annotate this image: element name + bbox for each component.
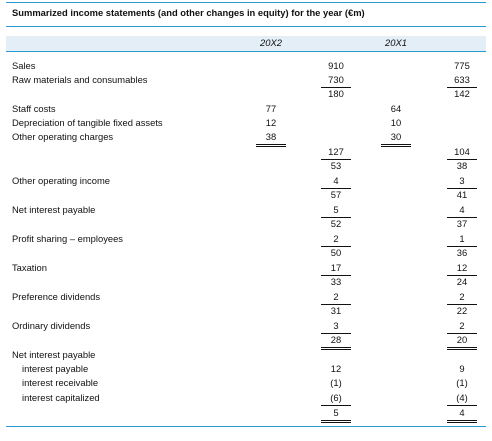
- row-label: Other operating income: [12, 175, 110, 186]
- value-cell-c4: 38: [456, 160, 468, 171]
- row-label: Net interest payable: [12, 204, 96, 215]
- row-label: Preference dividends: [12, 291, 101, 302]
- value-cell-c4: (1): [456, 377, 468, 388]
- value-cell-c2: 3: [321, 319, 351, 334]
- value-cell-c3: 10: [390, 117, 402, 128]
- value-cell-c2: 910: [328, 60, 344, 71]
- value-cell-c4: 142: [454, 88, 470, 99]
- table-row: Other operating charges 38 30: [6, 130, 486, 147]
- income-statement-table: Summarized income statements (and other …: [6, 2, 486, 437]
- table-row: Ordinary dividends 3 2: [6, 319, 486, 334]
- table-row: 180 142: [6, 87, 486, 101]
- table-row: 127 104: [6, 145, 486, 160]
- value-cell-c4: 633: [447, 73, 477, 88]
- value-cell-c4: (4): [447, 391, 477, 406]
- row-label: interest receivable: [22, 377, 99, 388]
- value-cell-c4: 775: [454, 60, 470, 71]
- row-label: Sales: [12, 60, 36, 71]
- value-cell-c4: 36: [456, 247, 468, 258]
- value-cell-c2: 5: [321, 406, 351, 423]
- table-row: 28 20: [6, 333, 486, 350]
- value-cell-c2: 180: [328, 88, 344, 99]
- table-row: 50 36: [6, 246, 486, 260]
- value-cell-c2: (1): [330, 377, 342, 388]
- value-cell-c4: 4: [447, 406, 477, 423]
- value-cell-c4: 2: [447, 319, 477, 334]
- table-row: Sales 910 775: [6, 59, 486, 73]
- table-row: Staff costs 77 64: [6, 102, 486, 116]
- title-rule: [6, 26, 486, 27]
- value-cell-c4: 1: [447, 232, 477, 247]
- value-cell-c2: 2: [321, 290, 351, 305]
- value-cell-c2: 2: [321, 232, 351, 247]
- value-cell-c1: 12: [265, 117, 277, 128]
- year-header-20x2: 20X2: [260, 37, 282, 48]
- table-row: Preference dividends 2 2: [6, 290, 486, 305]
- row-label: Net interest payable: [12, 349, 96, 360]
- table-row: Depreciation of tangible fixed assets 12 1…: [6, 116, 486, 130]
- value-cell-c4: 104: [447, 145, 477, 160]
- header-rule: [6, 51, 486, 52]
- table-row: 53 38: [6, 159, 486, 173]
- table-row: Net interest payable: [6, 348, 486, 362]
- value-cell-c2: (6): [321, 391, 351, 406]
- table-row: Raw materials and consumables 730 633: [6, 73, 486, 88]
- table-row: 57 41: [6, 188, 486, 202]
- row-label: interest payable: [22, 363, 89, 374]
- row-label: Other operating charges: [12, 131, 114, 142]
- table-title: Summarized income statements (and other …: [12, 7, 365, 18]
- row-label: Depreciation of tangible fixed assets: [12, 117, 163, 128]
- value-cell-c4: 4: [447, 203, 477, 218]
- value-cell-c4: 37: [456, 218, 468, 229]
- value-cell-c2: 127: [321, 145, 351, 160]
- value-cell-c2: 12: [330, 363, 342, 374]
- table-row: interest capitalized (6) (4): [6, 391, 486, 406]
- value-cell-c4: 9: [459, 363, 465, 374]
- table-row: interest receivable (1) (1): [6, 376, 486, 390]
- value-cell-c4: 41: [456, 189, 468, 200]
- value-cell-c3: 64: [390, 103, 402, 114]
- value-cell-c2: 57: [330, 189, 342, 200]
- value-cell-c4: 22: [456, 305, 468, 316]
- value-cell-c2: 53: [330, 160, 342, 171]
- table-row: 33 24: [6, 275, 486, 289]
- row-label: Staff costs: [12, 103, 56, 114]
- row-label: Raw materials and consumables: [12, 74, 148, 85]
- value-cell-c2: 4: [321, 174, 351, 189]
- value-cell-c1: 38: [256, 130, 286, 147]
- header-band: [6, 36, 486, 51]
- bottom-rule: [6, 426, 486, 427]
- value-cell-c2: 50: [330, 247, 342, 258]
- table-row: 31 22: [6, 304, 486, 318]
- year-header-20x1: 20X1: [385, 37, 407, 48]
- value-cell-c4: 12: [447, 261, 477, 276]
- value-cell-c4: 24: [456, 276, 468, 287]
- value-cell-c2: 5: [321, 203, 351, 218]
- row-label: Taxation: [12, 262, 47, 273]
- row-label: Ordinary dividends: [12, 320, 91, 331]
- table-row: 52 37: [6, 217, 486, 231]
- table-row: Other operating income 4 3: [6, 174, 486, 189]
- table-row: Profit sharing – employees 2 1: [6, 232, 486, 247]
- value-cell-c2: 17: [321, 261, 351, 276]
- table-row: Net interest payable 5 4: [6, 203, 486, 218]
- row-label: Profit sharing – employees: [12, 233, 123, 244]
- row-label: interest capitalized: [22, 392, 100, 403]
- value-cell-c4: 2: [447, 290, 477, 305]
- value-cell-c2: 730: [321, 73, 351, 88]
- value-cell-c4: 3: [447, 174, 477, 189]
- value-cell-c2: 33: [330, 276, 342, 287]
- value-cell-c2: 52: [330, 218, 342, 229]
- top-rule: [6, 2, 486, 3]
- table-row: interest payable 12 9: [6, 362, 486, 376]
- value-cell-c1: 77: [265, 103, 277, 114]
- value-cell-c2: 31: [330, 305, 342, 316]
- value-cell-c4: 20: [447, 333, 477, 350]
- table-row: Taxation 17 12: [6, 261, 486, 276]
- value-cell-c3: 30: [381, 130, 411, 147]
- value-cell-c2: 28: [321, 333, 351, 350]
